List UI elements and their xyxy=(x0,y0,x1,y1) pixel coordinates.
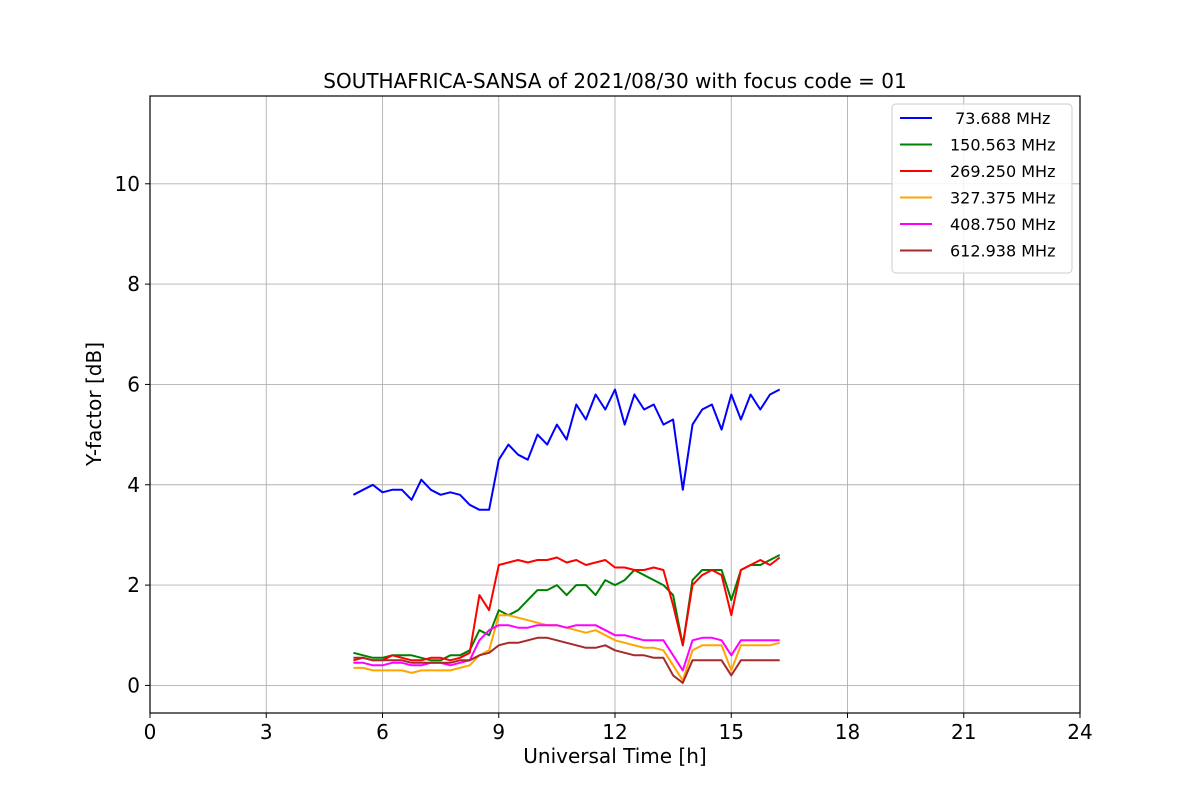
y-tick-label: 10 xyxy=(115,172,140,196)
x-tick-label: 24 xyxy=(1067,720,1092,744)
y-axis: 0 2 4 6 8 10 xyxy=(115,172,150,697)
legend-label: 327.375 MHz xyxy=(950,189,1055,208)
x-tick-label: 12 xyxy=(602,720,627,744)
series-line-3 xyxy=(353,556,781,662)
legend-label: 150.563 MHz xyxy=(950,136,1055,155)
legend-label: 612.938 MHz xyxy=(950,242,1055,261)
legend-label: 408.750 MHz xyxy=(950,215,1055,234)
y-tick-label: 8 xyxy=(127,272,140,296)
y-tick-label: 6 xyxy=(127,372,140,396)
y-tick-label: 2 xyxy=(127,573,140,597)
x-tick-label: 21 xyxy=(951,720,976,744)
legend: 73.688 MHz 150.563 MHz 269.250 MHz 327.375 … xyxy=(891,103,1073,274)
x-axis: 0 3 6 9 12 15 18 21 24 xyxy=(144,713,1093,744)
series-line-5 xyxy=(353,624,780,672)
y-tick-label: 0 xyxy=(127,673,140,697)
x-tick-label: 15 xyxy=(719,720,744,744)
x-tick-label: 9 xyxy=(492,720,505,744)
legend-label: 73.688 MHz xyxy=(950,109,1050,128)
x-tick-label: 0 xyxy=(144,720,157,744)
series-line-6 xyxy=(353,636,780,684)
chart-title: SOUTHAFRICA-SANSA of 2021/08/30 with foc… xyxy=(323,69,907,93)
legend-label: 269.250 MHz xyxy=(950,162,1055,181)
series-layer xyxy=(352,388,781,684)
series-line-1 xyxy=(352,388,781,511)
x-axis-title: Universal Time [h] xyxy=(523,744,706,768)
legend-box xyxy=(891,103,1073,274)
x-tick-label: 3 xyxy=(260,720,273,744)
x-tick-label: 6 xyxy=(376,720,389,744)
y-tick-label: 4 xyxy=(127,473,140,497)
x-tick-label: 18 xyxy=(835,720,860,744)
y-axis-title: Y-factor [dB] xyxy=(82,342,106,467)
